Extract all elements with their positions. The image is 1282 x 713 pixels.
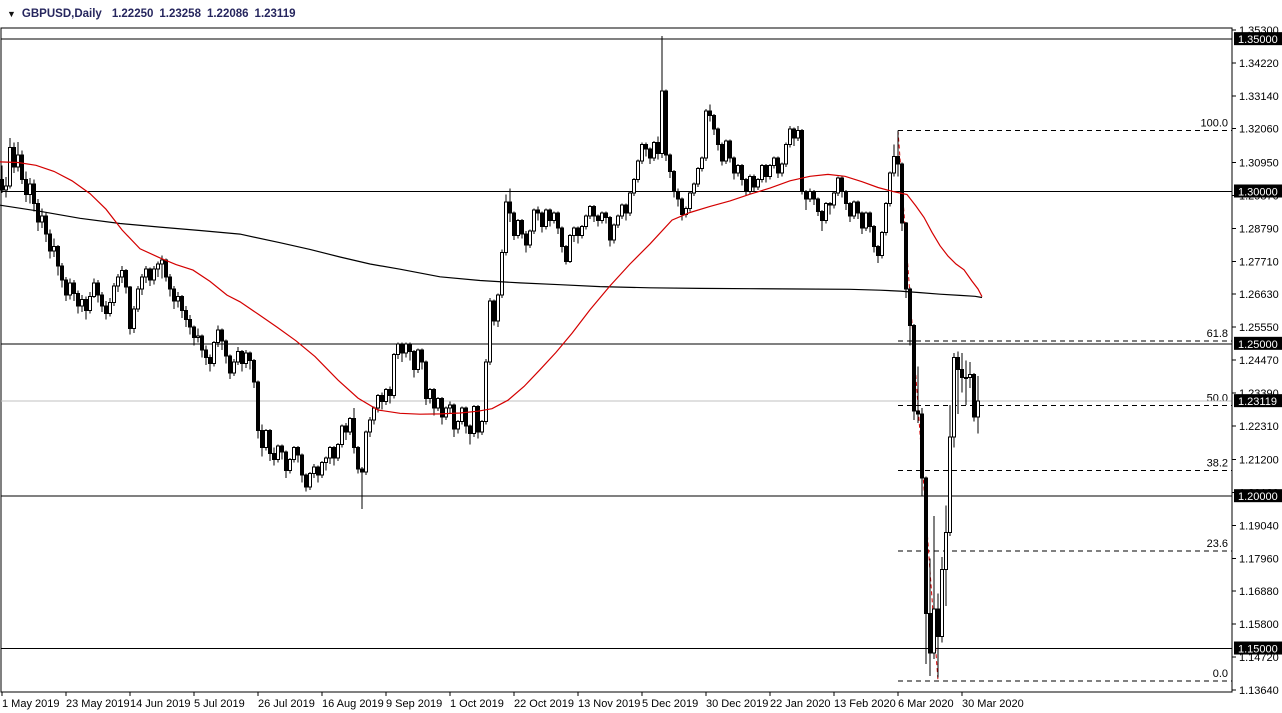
level-price-box	[1234, 336, 1282, 350]
price-tick-label: 1.22310	[1239, 421, 1279, 433]
level-price-box	[1234, 641, 1282, 655]
date-tick-label: 5 Jul 2019	[194, 698, 245, 710]
level-price-box	[1234, 184, 1282, 198]
date-tick-label: 30 Mar 2020	[962, 698, 1024, 710]
price-tick-label: 1.24470	[1239, 355, 1279, 367]
level-price-box-label: 1.30000	[1238, 186, 1278, 198]
chart-open-value: 1.22250	[111, 8, 154, 20]
ma-fast-red	[0, 161, 983, 415]
fib-level-label: 100.0	[1200, 118, 1228, 130]
current-price-badge-label: 1.23119	[1238, 396, 1277, 408]
price-tick-label: 1.32060	[1239, 124, 1279, 136]
date-tick-label: 13 Nov 2019	[578, 698, 640, 710]
date-tick-label: 22 Oct 2019	[514, 698, 574, 710]
price-tick-label: 1.13640	[1239, 685, 1279, 697]
chart-title-bar: ▼ GBPUSD,Daily 1.22250 1.23258 1.22086 1…	[0, 0, 1282, 28]
fib-level-label: 50.0	[1207, 393, 1228, 405]
fib-level-label: 38.2	[1207, 458, 1228, 470]
plot-area-border	[0, 27, 1233, 693]
date-tick-label: 16 Aug 2019	[322, 698, 384, 710]
price-tick-label: 1.16880	[1239, 586, 1279, 598]
chart-high-value: 1.23258	[159, 8, 201, 20]
price-tick-label: 1.28790	[1239, 223, 1279, 235]
price-tick-label: 1.25550	[1239, 322, 1279, 334]
fib-level-label: 61.8	[1207, 328, 1228, 340]
candlestick-series	[0, 36, 980, 678]
current-price-badge	[1234, 394, 1282, 408]
price-axis[interactable]: 1.353001.342201.331401.320601.309501.298…	[1231, 25, 1282, 697]
level-price-box-label: 1.20000	[1238, 491, 1278, 503]
level-price-box	[1234, 32, 1282, 46]
chart-close-value: 1.23119	[254, 8, 296, 20]
price-tick-label: 1.34220	[1239, 58, 1279, 70]
price-tick-label: 1.30950	[1239, 158, 1279, 170]
level-price-box	[1234, 489, 1282, 503]
date-tick-label: 22 Jan 2020	[770, 698, 831, 710]
price-tick-label: 1.19040	[1239, 520, 1279, 532]
date-tick-label: 6 Mar 2020	[898, 698, 954, 710]
ma-slow-black	[0, 204, 983, 299]
fib-level-label: 0.0	[1213, 668, 1228, 680]
price-tick-label: 1.17960	[1239, 553, 1279, 565]
chart-low-value: 1.22086	[206, 8, 249, 20]
price-tick-label: 1.33140	[1239, 91, 1279, 103]
price-tick-label: 1.27710	[1239, 256, 1279, 268]
price-tick-label: 1.14720	[1239, 652, 1279, 664]
date-tick-label: 9 Sep 2019	[386, 698, 442, 710]
level-price-box-label: 1.25000	[1238, 339, 1278, 351]
date-tick-label: 14 Jun 2019	[130, 698, 191, 710]
fib-level-label: 23.6	[1207, 538, 1228, 550]
chart-symbol-label: GBPUSD,Daily	[21, 8, 102, 20]
symbol-marker-icon: ▼	[7, 9, 16, 19]
price-tick-label: 1.15800	[1239, 619, 1279, 631]
price-tick-label: 1.26630	[1239, 289, 1279, 301]
price-tick-label: 1.21200	[1239, 455, 1279, 467]
date-tick-label: 1 Oct 2019	[450, 698, 504, 710]
time-axis[interactable]: 1 May 2019 23 May 2019 14 Jun 2019 5 Jul 20…	[1, 692, 1024, 710]
date-tick-label: 23 May 2019	[66, 698, 130, 710]
level-price-box-label: 1.15000	[1238, 644, 1278, 656]
date-tick-label: 1 May 2019	[2, 698, 59, 710]
date-tick-label: 30 Dec 2019	[706, 698, 768, 710]
date-tick-label: 5 Dec 2019	[642, 698, 698, 710]
date-tick-label: 26 Jul 2019	[258, 698, 315, 710]
level-price-box-label: 1.35000	[1238, 34, 1278, 46]
date-tick-label: 13 Feb 2020	[834, 698, 896, 710]
horizontal-level-lines	[1, 38, 1232, 650]
